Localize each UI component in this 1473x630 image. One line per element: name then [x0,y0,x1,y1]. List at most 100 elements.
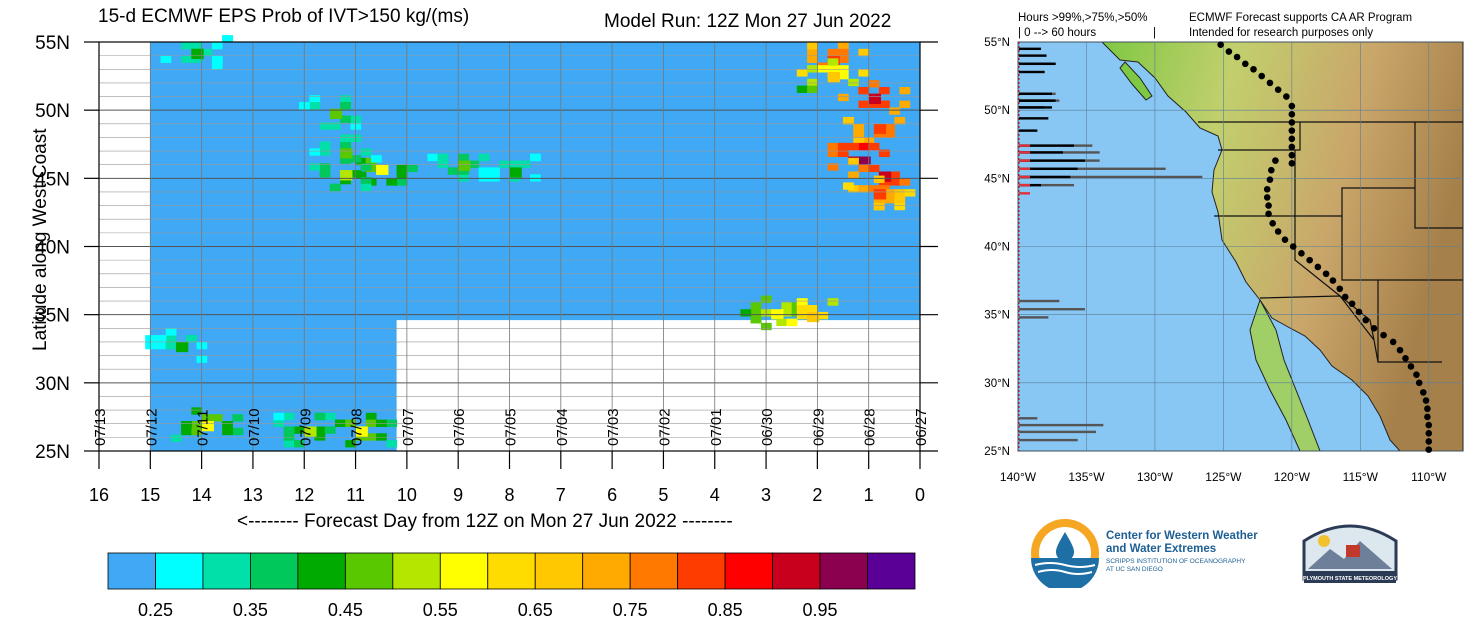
track-point [1258,72,1266,80]
heatmap-cell [817,311,829,320]
heatmap-cell-peak [329,108,343,120]
heatmap-cell-peak [458,160,471,171]
heatmap-cell [396,164,408,173]
map-lat-label: 30°N [984,378,1010,390]
track-point [1268,166,1275,174]
heatmap-cell [293,426,305,434]
heatmap-cell-cluster [843,175,916,211]
heatmap-cell-peak [191,48,204,60]
heatmap-cell [519,160,531,168]
bar-99pct [1019,70,1045,74]
bar-99pct [1019,192,1030,195]
bar-99pct [1019,159,1030,162]
bar-50pct [1019,299,1060,303]
heatmap-cell [340,95,351,103]
heatmap-cell [360,163,372,171]
date-label: 06/27 [913,408,930,446]
bar-99pct [1019,92,1041,96]
track-point [1241,60,1249,68]
heatmap-cell [360,183,372,192]
heatmap-cell [319,122,331,130]
colorbar-swatch [250,552,299,590]
x-tick-label: 6 [607,485,617,505]
heatmap-cell [899,100,911,108]
heatmap-plot-area [145,35,920,451]
map-lon-label: 120°W [1274,470,1311,484]
colorbar-swatch [677,552,726,590]
coast-track-points [1217,41,1433,453]
heatmap-cell [868,80,880,88]
heatmap-cell [837,142,849,151]
heatmap-cell [878,86,890,95]
heatmap-cell [319,148,331,156]
heatmap-cell [181,421,192,429]
heatmap-cell [201,414,213,422]
heatmap-cell [837,93,849,102]
heatmap-cell [848,157,859,166]
heatmap-cell [509,160,521,168]
heatmap-cell [873,175,885,183]
bar-99pct [1019,117,1049,120]
model-run-label: Model Run: 12Z Mon 27 Jun 2022 [604,11,892,32]
date-label: 07/11 [195,410,212,446]
heatmap-cell [889,107,900,115]
x-tick-label: 2 [812,485,822,505]
heatmap-cell [155,335,167,343]
colorbar-swatch [344,552,394,590]
heatmap-cell [458,167,469,175]
bar-50pct [1019,438,1078,442]
heatmap-cell [884,196,895,204]
heatmap-cell [843,182,854,190]
x-tick-label: 13 [243,485,263,505]
bar-99pct [1019,99,1052,102]
date-label: 07/09 [297,408,314,446]
heatmap-cell [314,426,326,434]
heatmap-cell [365,419,377,427]
baja-peninsula [1249,298,1321,451]
cw3e-line2: and Water Extremes [1106,543,1217,555]
colorbar: 0.25 0.35 0.45 0.55 0.65 0.75 0.85 0.95 [107,552,916,620]
track-point [1274,86,1282,94]
heatmap-cell [427,153,439,162]
heatmap-cell [365,433,377,441]
date-label: 07/06 [451,408,468,446]
track-point [1407,363,1415,370]
y-tick-label: 25N [35,442,70,463]
heatmap-cell-peak [858,156,871,167]
map-lon-label: 115°W [1343,470,1379,484]
heatmap-cell-peak [340,148,353,159]
heatmap-cell [848,171,859,179]
track-point [1263,194,1271,201]
heatmap-cell [853,130,865,138]
heatmap-cell [796,85,808,93]
heatmap-cell [283,412,295,421]
map-axis-labels: 55°N 50°N 45°N 40°N 35°N 30°N 25°N 140°W 135°W 13… [984,37,1447,484]
date-label: 06/28 [862,408,879,446]
y-tick-label: 40N [35,238,70,259]
heatmap-cell [345,419,357,427]
heatmap-cell-cluster [324,412,398,448]
colorbar-swatch [629,552,679,590]
date-label: 07/01 [708,408,725,446]
heatmap-cell [750,309,762,317]
heatmap-cell-peak [340,170,353,181]
y-tick-label: 30N [35,374,70,395]
heatmap-cell [181,42,192,50]
heatmap-cell [165,341,177,350]
heatmap-cell [355,433,367,441]
x-tick-label: 1 [864,485,874,505]
heatmap-cell [222,421,233,429]
heatmap-cell [468,160,480,168]
bar-50pct [1019,423,1104,427]
heatmap-cell [376,433,387,441]
heatmap-cell [796,69,808,77]
heatmap-cell [843,116,854,125]
heatmap-cell [884,189,895,197]
heatmap-cell [781,309,793,317]
track-point [1289,243,1297,250]
colorbar-swatch [582,552,631,590]
heatmap-cell [319,141,331,149]
track-point [1288,160,1296,167]
heatmap-cell [858,100,870,108]
heatmap-cell [878,149,890,158]
